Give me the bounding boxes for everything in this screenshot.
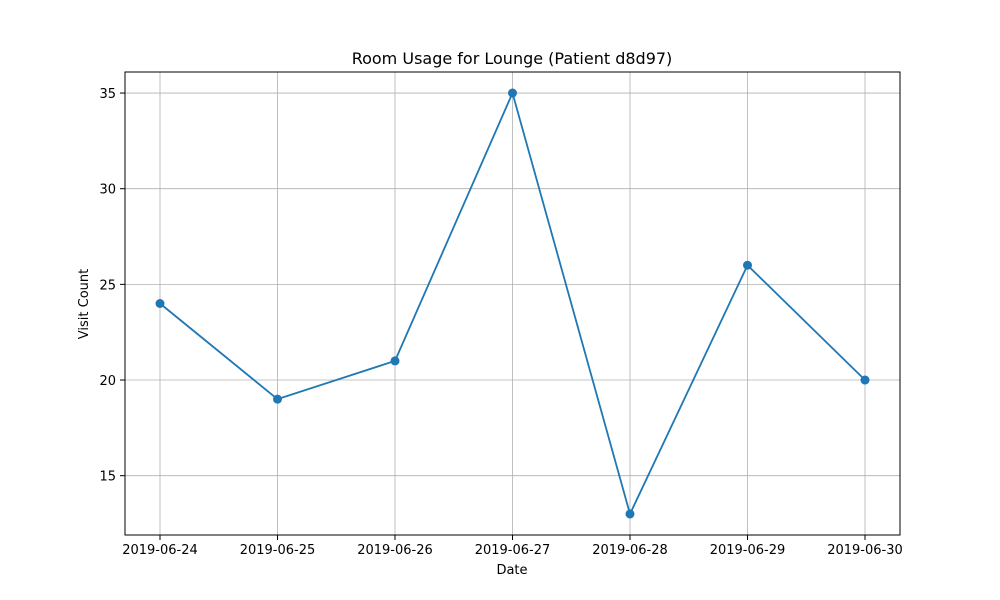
y-tick-label: 15: [99, 470, 116, 485]
x-axis-label: Date: [496, 563, 527, 578]
chart-title: Room Usage for Lounge (Patient d8d97): [352, 49, 673, 68]
x-tick-label: 2019-06-28: [592, 543, 668, 558]
axis-ticks: 2019-06-24 2019-06-25 2019-06-26 2019-06-27…: [99, 87, 902, 558]
data-series: [155, 88, 870, 519]
data-point: [508, 88, 517, 98]
data-point: [860, 375, 870, 385]
grid-lines: [125, 72, 900, 535]
y-tick-label: 20: [99, 374, 116, 389]
data-point: [273, 394, 282, 404]
x-tick-label: 2019-06-24: [122, 543, 198, 558]
x-tick-label: 2019-06-26: [357, 543, 433, 558]
x-tick-label: 2019-06-30: [827, 543, 903, 558]
x-tick-label: 2019-06-27: [475, 543, 551, 558]
x-tick-label: 2019-06-25: [240, 543, 316, 558]
y-axis-label: Visit Count: [77, 269, 92, 339]
data-point: [155, 299, 165, 308]
data-point: [743, 260, 752, 270]
y-tick-label: 30: [99, 183, 116, 198]
data-point: [625, 509, 635, 519]
x-tick-label: 2019-06-29: [710, 543, 786, 558]
y-tick-label: 25: [99, 278, 116, 293]
y-tick-label: 35: [99, 87, 116, 102]
data-point: [390, 356, 400, 366]
